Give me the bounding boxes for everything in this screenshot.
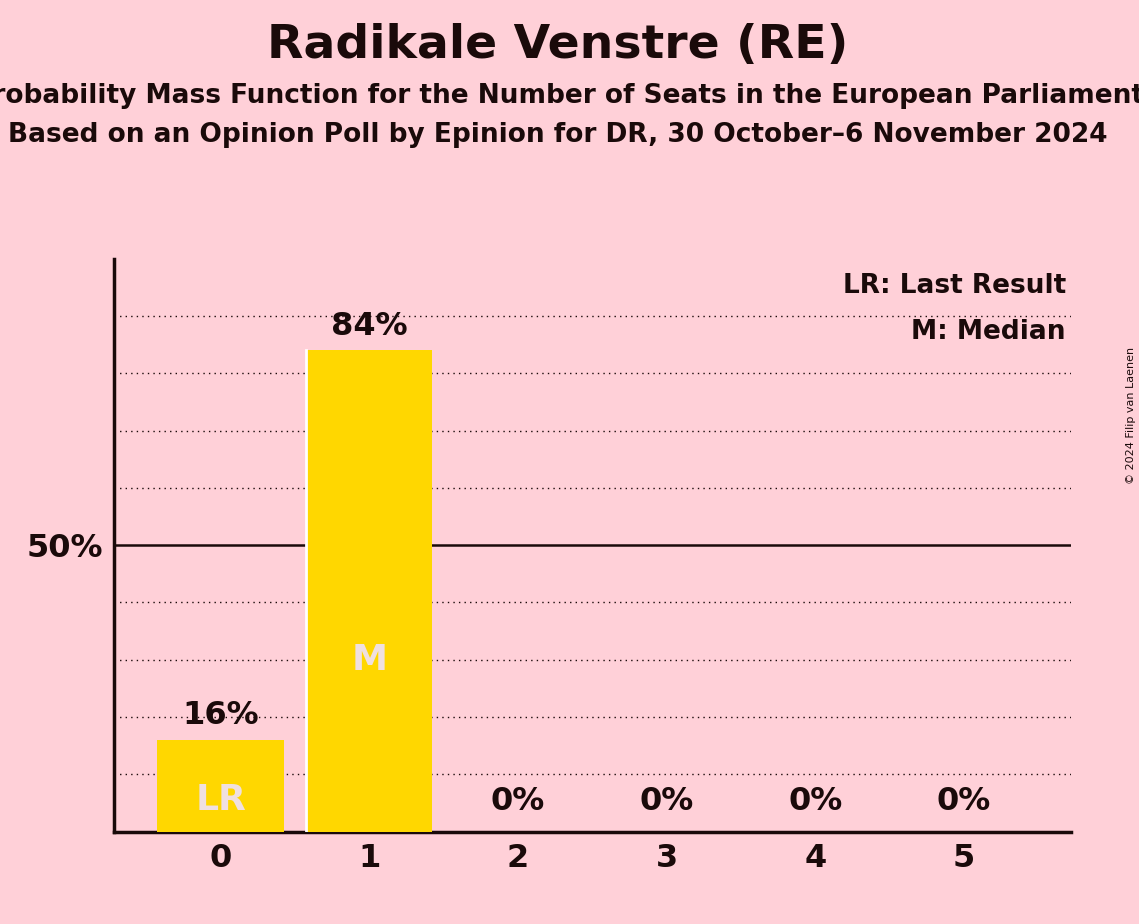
Text: © 2024 Filip van Laenen: © 2024 Filip van Laenen [1126,347,1136,484]
Text: Radikale Venstre (RE): Radikale Venstre (RE) [268,23,849,68]
Bar [157,740,284,832]
Text: Based on an Opinion Poll by Epinion for DR, 30 October–6 November 2024: Based on an Opinion Poll by Epinion for … [8,122,1108,148]
Text: Probability Mass Function for the Number of Seats in the European Parliament: Probability Mass Function for the Number… [0,83,1139,109]
Text: M: M [351,643,387,676]
Text: 0%: 0% [937,786,991,817]
Text: LR: LR [195,783,246,817]
Text: 0%: 0% [639,786,694,817]
Bar [306,350,433,832]
Text: LR: Last Result: LR: Last Result [843,274,1066,299]
Text: 0%: 0% [788,786,843,817]
Text: 84%: 84% [331,310,408,342]
Text: 16%: 16% [182,700,259,732]
Text: 0%: 0% [491,786,546,817]
Text: M: Median: M: Median [911,319,1066,345]
